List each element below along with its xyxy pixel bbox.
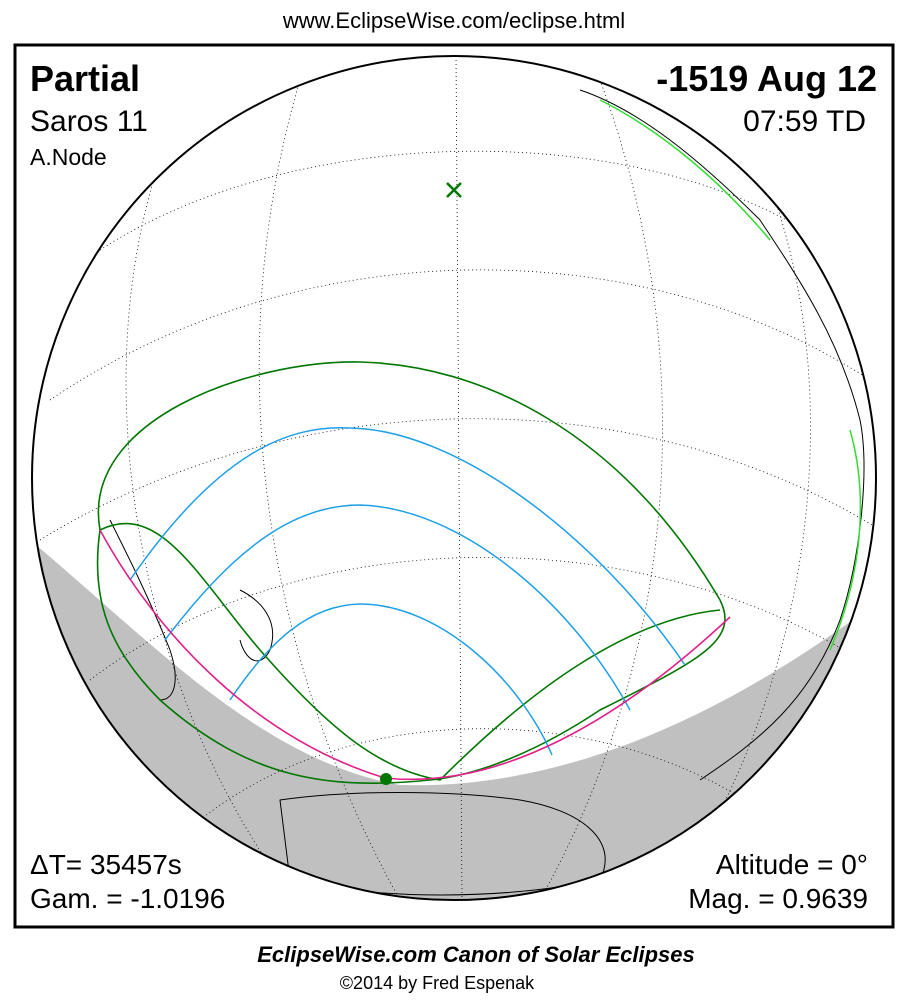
eclipse-type: Partial [30,58,140,99]
footer-title: EclipseWise.com Canon of Solar Eclipses [257,942,695,967]
gamma: Gam. = -1.0196 [30,883,225,914]
delta-t: ΔT= 35457s [30,849,182,880]
magnitude-curves [129,427,686,756]
globe-outline [31,55,877,901]
date: -1519 Aug 12 [656,58,877,99]
url: www.EclipseWise.com/eclipse.html [282,8,625,33]
magnitude: Mag. = 0.9639 [688,883,868,914]
greatest-eclipse-marker [380,773,392,785]
rise-set-curve [99,522,721,781]
saros: Saros 11 [30,105,148,138]
night-shade [32,540,876,900]
coastlines [109,89,865,896]
sub-solar-marker [446,182,462,198]
footer-credit: ©2014 by Fred Espenak [340,973,535,993]
time: 07:59 TD [743,105,866,138]
altitude: Altitude = 0° [716,849,868,880]
globe [32,56,876,900]
node: A.Node [30,144,107,170]
graticule [39,56,876,900]
penumbra-limit [96,361,726,784]
